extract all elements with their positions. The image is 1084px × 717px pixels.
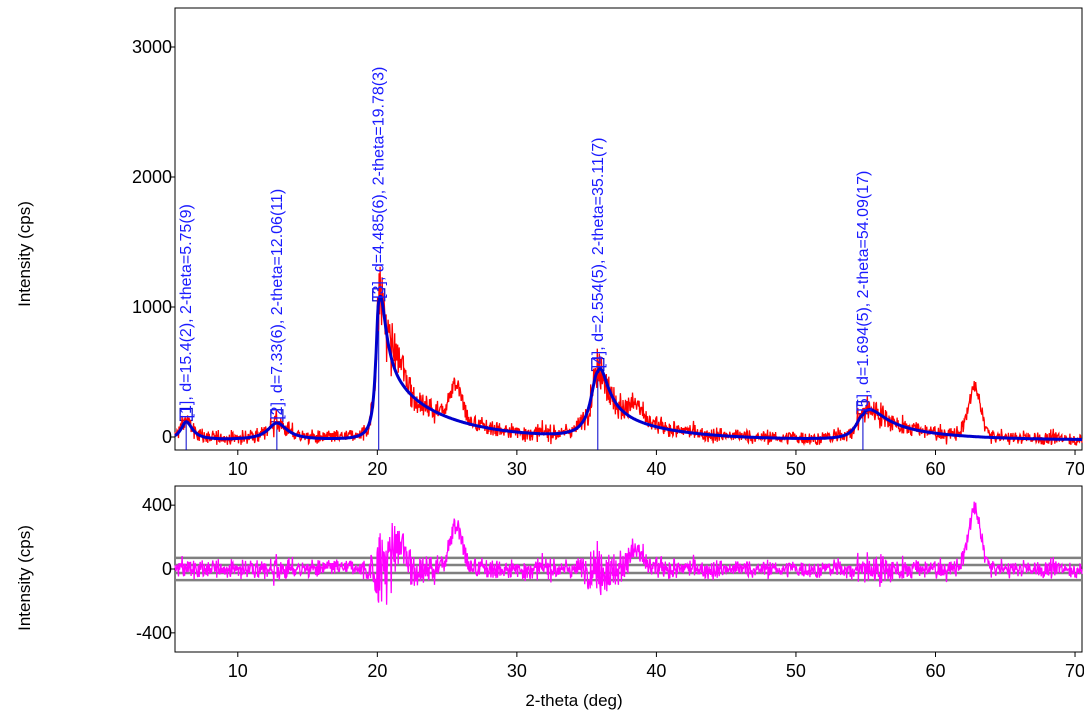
fitted-profile-line xyxy=(174,295,1082,441)
residual-x-tick-label: 60 xyxy=(925,661,945,681)
x-axis-title: 2-theta (deg) xyxy=(525,691,622,710)
peak-label: [4], d=2.554(5), 2-theta=35.11(7) xyxy=(590,138,607,369)
main-panel: 0 1000 2000 3000 10 20 30 40 50 60 70 [1], d=15.4… xyxy=(15,7,1084,479)
peak-label: [5], d=1.694(5), 2-theta=54.09(17) xyxy=(855,171,872,412)
peak-label: [3], d=4.485(6), 2-theta=19.78(3) xyxy=(371,67,388,299)
main-x-tick-label: 30 xyxy=(507,459,527,479)
main-y-axis-title: Intensity (cps) xyxy=(15,201,34,307)
peak-labels: [1], d=15.4(2), 2-theta=5.75(9) [2], d=7.… xyxy=(178,67,872,420)
residual-y-axis-title: Intensity (cps) xyxy=(15,525,34,631)
residual-x-axis: 10 20 30 40 50 60 70 xyxy=(228,652,1084,681)
peak-label: [2], d=7.33(6), 2-theta=12.06(11) xyxy=(269,189,286,420)
main-y-tick-label: 3000 xyxy=(132,37,172,57)
main-plot-frame xyxy=(174,7,1083,451)
main-x-tick-label: 40 xyxy=(646,459,666,479)
residual-y-tick-label: -400 xyxy=(136,623,172,643)
residual-x-tick-label: 20 xyxy=(367,661,387,681)
main-x-tick-label: 10 xyxy=(228,459,248,479)
main-x-tick-label: 50 xyxy=(786,459,806,479)
main-x-tick-label: 60 xyxy=(925,459,945,479)
residual-y-axis: -400 0 400 xyxy=(136,495,175,643)
residual-x-tick-label: 30 xyxy=(507,661,527,681)
main-y-axis: 0 1000 2000 3000 xyxy=(132,37,175,447)
peak-label: [1], d=15.4(2), 2-theta=5.75(9) xyxy=(178,204,195,418)
main-x-tick-label: 70 xyxy=(1065,459,1084,479)
residual-line xyxy=(174,501,1083,605)
main-y-tick-label: 1000 xyxy=(132,297,172,317)
main-y-tick-label: 2000 xyxy=(132,167,172,187)
main-x-tick-label: 20 xyxy=(367,459,387,479)
main-y-tick-label: 0 xyxy=(162,427,172,447)
residual-x-tick-label: 40 xyxy=(646,661,666,681)
residual-y-tick-label: 400 xyxy=(142,495,172,515)
residual-x-tick-label: 70 xyxy=(1065,661,1084,681)
main-x-axis: 10 20 30 40 50 60 70 xyxy=(228,450,1084,479)
residual-x-tick-label: 50 xyxy=(786,661,806,681)
residual-y-tick-label: 0 xyxy=(162,559,172,579)
residual-x-tick-label: 10 xyxy=(228,661,248,681)
